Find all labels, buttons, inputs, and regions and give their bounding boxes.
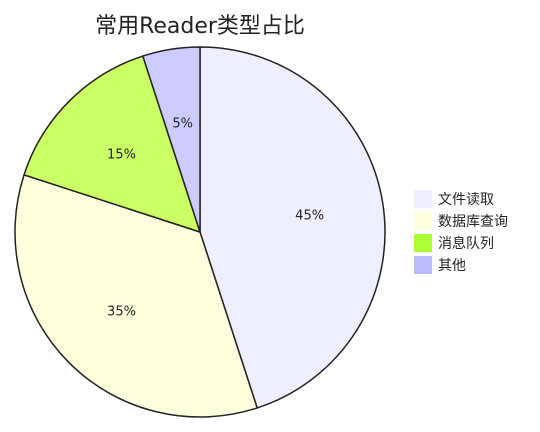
- legend: 文件读取数据库查询消息队列其他: [414, 188, 508, 276]
- slice-label-1: 45%: [295, 209, 324, 224]
- legend-swatch: [414, 234, 432, 252]
- legend-item: 数据库查询: [414, 210, 508, 232]
- legend-item: 文件读取: [414, 188, 508, 210]
- legend-label: 数据库查询: [438, 214, 508, 230]
- legend-swatch: [414, 190, 432, 208]
- pie-slice-4: [141, 46, 201, 233]
- slice-label-3: 15%: [107, 148, 136, 163]
- legend-label: 消息队列: [438, 236, 494, 252]
- slice-label-4: 5%: [172, 116, 193, 131]
- pie-slice-2: [14, 173, 259, 418]
- pie-slice-1: [199, 46, 386, 409]
- chart-title: 常用Reader类型占比: [95, 14, 305, 39]
- legend-swatch: [414, 256, 432, 274]
- legend-item: 消息队列: [414, 232, 508, 254]
- slice-label-2: 35%: [107, 304, 136, 319]
- legend-swatch: [414, 212, 432, 230]
- legend-label: 文件读取: [438, 192, 494, 208]
- pie-slice-3: [23, 55, 202, 234]
- legend-label: 其他: [438, 258, 466, 274]
- legend-item: 其他: [414, 254, 508, 276]
